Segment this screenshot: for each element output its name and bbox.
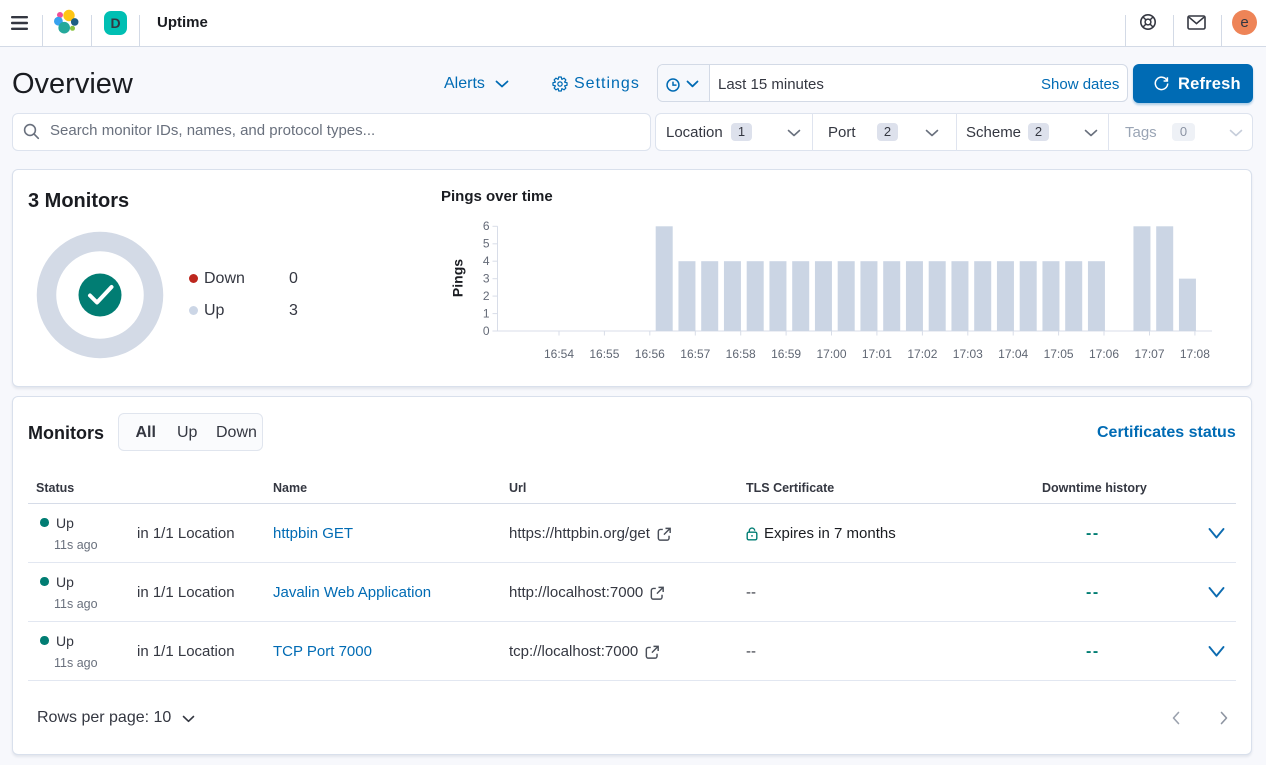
svg-text:17:01: 17:01 (862, 347, 892, 361)
svg-text:17:06: 17:06 (1089, 347, 1119, 361)
svg-text:17:05: 17:05 (1044, 347, 1074, 361)
svg-text:16:56: 16:56 (635, 347, 665, 361)
svg-text:16:58: 16:58 (726, 347, 756, 361)
svg-text:17:03: 17:03 (953, 347, 983, 361)
svg-text:1: 1 (483, 306, 490, 320)
svg-text:16:54: 16:54 (544, 347, 574, 361)
svg-text:Pings: Pings (450, 259, 466, 297)
svg-text:17:07: 17:07 (1134, 347, 1164, 361)
svg-text:16:57: 16:57 (680, 347, 710, 361)
svg-text:3: 3 (483, 272, 490, 286)
svg-text:17:02: 17:02 (907, 347, 937, 361)
svg-text:16:55: 16:55 (589, 347, 619, 361)
svg-text:16:59: 16:59 (771, 347, 801, 361)
svg-text:6: 6 (483, 219, 490, 233)
svg-text:17:00: 17:00 (816, 347, 846, 361)
svg-text:0: 0 (483, 324, 490, 338)
svg-text:17:08: 17:08 (1180, 347, 1210, 361)
svg-text:5: 5 (483, 237, 490, 251)
svg-text:4: 4 (483, 254, 490, 268)
svg-text:17:04: 17:04 (998, 347, 1028, 361)
svg-text:2: 2 (483, 289, 490, 303)
